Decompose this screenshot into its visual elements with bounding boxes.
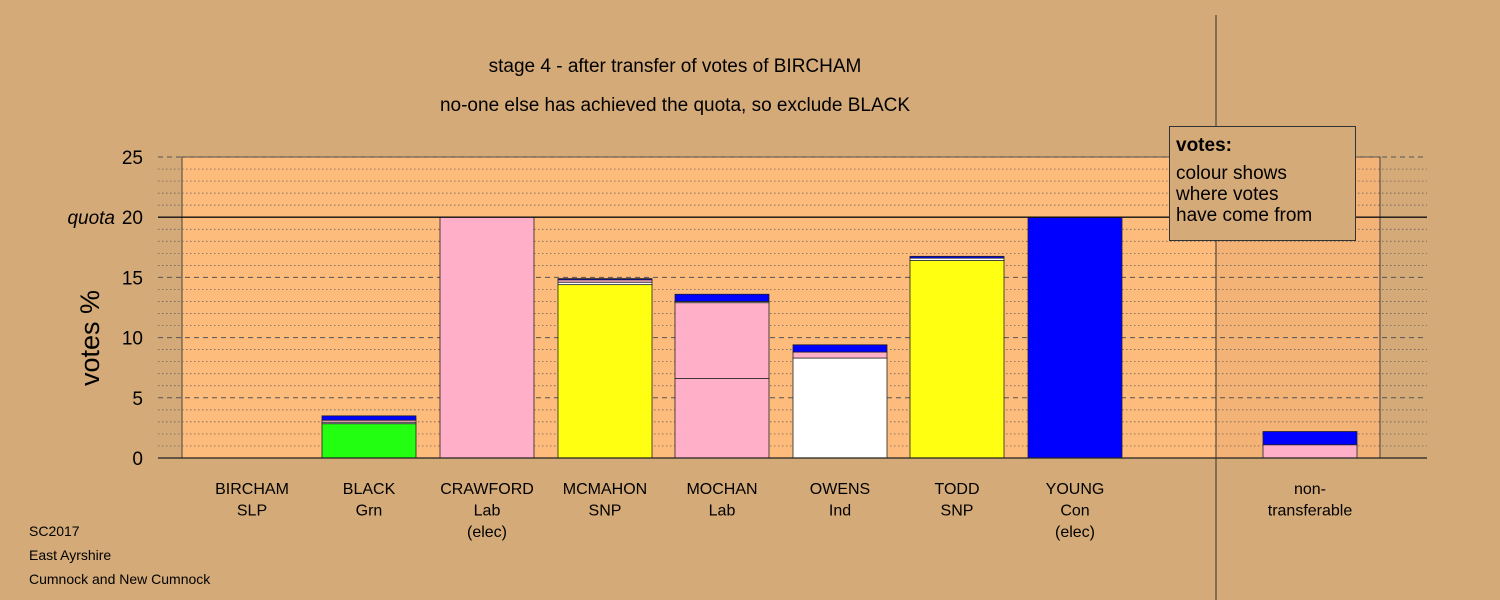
- bar-crawford-segment: [439, 216, 535, 459]
- category-label: (elec): [467, 524, 507, 541]
- bar-mcmahon-segment: [557, 278, 653, 281]
- category-label: OWENS: [810, 481, 870, 498]
- bar-mochan-segment: [674, 378, 770, 459]
- category-label: YOUNG: [1046, 481, 1105, 498]
- quota-label: quota: [67, 208, 115, 229]
- legend-line3: have come from: [1176, 205, 1313, 226]
- y-tick-label: 20: [122, 208, 143, 229]
- legend-title: votes:: [1176, 135, 1232, 156]
- category-label: Con: [1060, 503, 1089, 520]
- category-label: SNP: [589, 503, 622, 520]
- category-label: Lab: [474, 503, 501, 520]
- category-label: transferable: [1268, 503, 1353, 520]
- chart-title-line2: no-one else has achieved the quota, so e…: [440, 95, 910, 116]
- bar-owens-segment: [792, 357, 888, 459]
- category-label: (elec): [1055, 524, 1095, 541]
- y-axis-label: votes %: [75, 290, 105, 386]
- category-label: BIRCHAM: [215, 481, 289, 498]
- footer-line2: East Ayrshire: [29, 547, 111, 563]
- footer-line1: SC2017: [29, 523, 80, 539]
- bar-young-segment: [1027, 216, 1123, 459]
- y-tick-label: 15: [122, 268, 143, 289]
- bar-black-segment: [321, 415, 417, 421]
- bar-nontransferable-segment: [1262, 444, 1358, 459]
- category-label: MOCHAN: [686, 481, 757, 498]
- category-label: SLP: [237, 503, 267, 520]
- category-label: MCMAHON: [563, 481, 647, 498]
- category-label: TODD: [934, 481, 979, 498]
- category-label: BLACK: [343, 481, 396, 498]
- category-label: CRAWFORD: [440, 481, 534, 498]
- y-tick-label: 5: [132, 389, 143, 410]
- chart-title-line1: stage 4 - after transfer of votes of BIR…: [489, 56, 862, 77]
- category-labels: BIRCHAM SLP BLACK Grn CRAWFORD Lab (elec) MCMAH…: [215, 481, 1352, 541]
- category-label: Grn: [356, 503, 383, 520]
- category-label: Ind: [829, 503, 851, 520]
- legend-box: votes: colour shows where votes have com…: [1169, 126, 1356, 241]
- bar-mcmahon-segment: [557, 284, 653, 459]
- y-tick-label: 10: [122, 329, 143, 350]
- y-tick-label: 25: [122, 148, 143, 169]
- bar-todd-segment: [909, 255, 1005, 259]
- legend-line2: where votes: [1176, 184, 1279, 205]
- legend-line1: colour shows: [1176, 163, 1287, 184]
- bar-nontransferable-segment: [1262, 431, 1358, 446]
- bar-mochan-segment: [674, 302, 770, 379]
- bar-black-segment: [321, 423, 417, 459]
- y-tick-labels: 0 5 10 15 20 25: [122, 148, 143, 470]
- category-label: SNP: [941, 503, 974, 520]
- footer-line3: Cumnock and New Cumnock: [29, 571, 211, 587]
- category-label: Lab: [709, 503, 736, 520]
- y-tick-label: 0: [132, 449, 143, 470]
- bars: [321, 216, 1358, 459]
- bar-todd-segment: [909, 260, 1005, 459]
- bar-owens-segment: [792, 351, 888, 359]
- category-label: non-: [1294, 481, 1326, 498]
- bar-owens-segment: [792, 344, 888, 353]
- bar-mochan-segment: [674, 293, 770, 302]
